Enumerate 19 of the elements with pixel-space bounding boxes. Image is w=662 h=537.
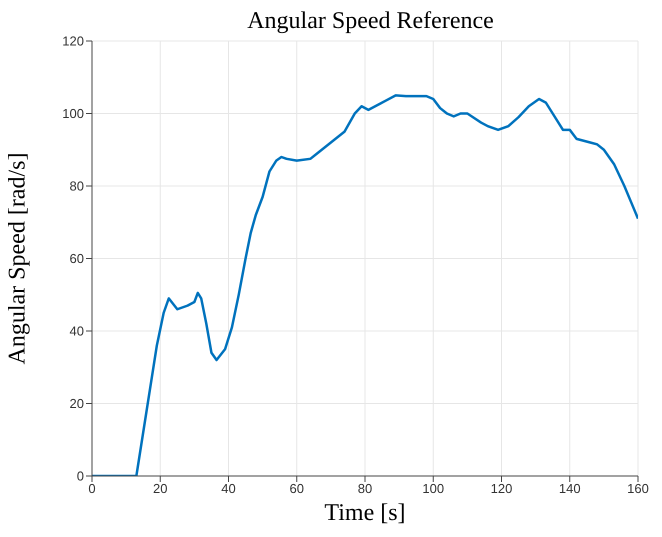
x-tick-label: 100 — [422, 481, 444, 496]
y-tick-label: 20 — [70, 396, 84, 412]
x-tick-label: 40 — [221, 481, 236, 496]
y-tick-label: 60 — [70, 251, 84, 266]
x-tick-label: 80 — [358, 481, 372, 496]
x-tick-label: 160 — [627, 481, 649, 496]
y-tick-label: 80 — [70, 178, 84, 194]
y-tick-label: 100 — [62, 106, 84, 122]
x-tick-label: 60 — [290, 481, 304, 496]
y-tick-label: 0 — [76, 468, 84, 484]
chart-title: Angular Speed Reference — [246, 8, 495, 35]
y-axis-title: Angular Speed [rad/s] — [4, 152, 31, 364]
y-tick-label: 40 — [70, 324, 84, 339]
x-tick-label: 0 — [88, 481, 96, 496]
x-axis-title: Time [s] — [324, 500, 406, 526]
y-tick-label: 120 — [62, 34, 84, 49]
x-tick-label: 120 — [490, 481, 512, 496]
x-tick-label: 20 — [153, 481, 168, 496]
x-tick-label: 140 — [558, 481, 581, 496]
